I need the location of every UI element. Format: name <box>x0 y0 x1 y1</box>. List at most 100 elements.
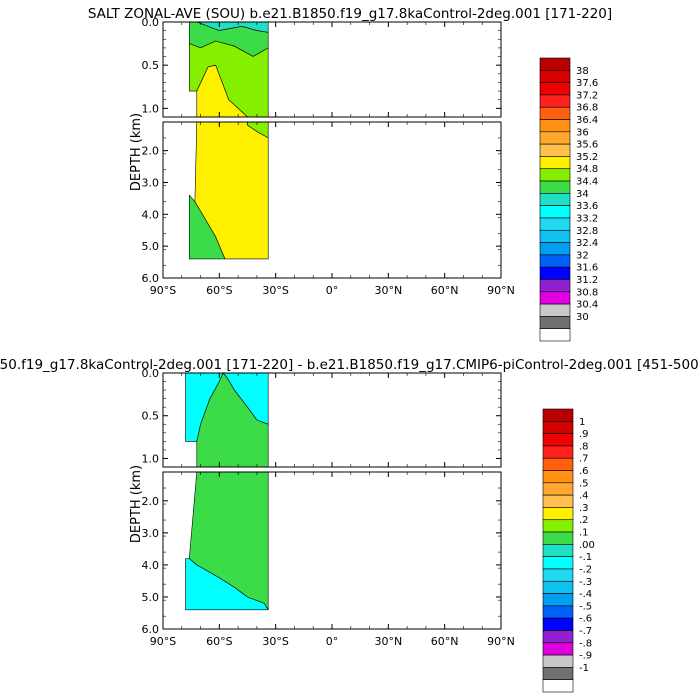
y-tick-label: 6.0 <box>142 272 160 285</box>
y-tick-label: 1.0 <box>142 452 160 465</box>
contour-fill-group <box>185 373 269 467</box>
colorbar-label: -.7 <box>579 626 592 637</box>
y-tick-label: 5.0 <box>142 240 160 253</box>
colorbar-label: -.5 <box>579 601 592 612</box>
colorbar-label: .8 <box>579 441 589 452</box>
colorbar-label: 1 <box>579 417 585 428</box>
colorbar-label: -.8 <box>579 638 592 649</box>
colorbar-label: 36.8 <box>576 103 598 114</box>
colorbar-box <box>539 254 571 268</box>
contour-fill-group <box>189 122 269 260</box>
x-tick-label: 30°S <box>262 635 288 648</box>
colorbar-box <box>542 679 574 693</box>
colorbar-box <box>542 457 574 471</box>
colorbar-box <box>539 82 571 96</box>
lower-panel: 2.0 3.0 4.0 5.0 6.090°S 60°S 30°S 0° 30°N 60°N 90°… <box>142 121 515 297</box>
colorbar-label: .3 <box>579 503 589 514</box>
colorbar-box <box>542 482 574 496</box>
colorbar-box <box>539 119 571 133</box>
colorbar-box <box>539 229 571 243</box>
colorbar-label: .00 <box>579 540 595 551</box>
x-tick-label: 30°N <box>374 284 402 297</box>
contour-region <box>196 373 269 467</box>
colorbar-label: 32.4 <box>576 238 598 249</box>
colorbar-label: 32 <box>576 250 589 261</box>
x-tick-label: 90°S <box>150 284 176 297</box>
contour-region <box>189 472 269 611</box>
colorbar-box <box>542 445 574 459</box>
colorbar-box <box>542 507 574 521</box>
colorbar-label: -.4 <box>579 589 592 600</box>
x-tick-label: 0° <box>326 284 339 297</box>
y-axis-label: DEPTH (km) <box>129 465 144 543</box>
colorbar: 3837.637.236.836.43635.635.234.834.43433… <box>539 57 598 342</box>
colorbar-box <box>539 180 571 194</box>
colorbar-box <box>542 630 574 644</box>
colorbar-label: 36 <box>576 127 589 138</box>
colorbar-box <box>539 217 571 231</box>
x-tick-label: 90°S <box>150 635 176 648</box>
colorbar-label: 30.8 <box>576 287 598 298</box>
colorbar-label: .5 <box>579 478 589 489</box>
x-tick-label: 60°S <box>206 284 232 297</box>
colorbar-box <box>539 205 571 219</box>
colorbar-label: 31.2 <box>576 275 598 286</box>
colorbar-box <box>539 193 571 206</box>
x-tick-label: 0° <box>326 635 339 648</box>
colorbar-label: .4 <box>579 491 589 502</box>
x-tick-label: 60°S <box>206 635 232 648</box>
colorbar-box <box>542 470 574 484</box>
colorbar-box <box>539 57 571 71</box>
colorbar-box <box>539 328 571 342</box>
y-tick-label: 2.0 <box>142 145 160 158</box>
colorbar-label: .6 <box>579 466 589 477</box>
colorbar-label: .9 <box>579 429 589 440</box>
colorbar-label: 30 <box>576 312 589 323</box>
colorbar-box <box>542 593 574 607</box>
colorbar-box <box>539 316 571 329</box>
colorbar-label: 32.8 <box>576 226 598 237</box>
y-tick-label: 0.5 <box>142 59 160 72</box>
y-tick-label: 1.0 <box>142 102 160 115</box>
colorbar-label: .1 <box>579 528 589 539</box>
x-tick-label: 90°N <box>487 635 515 648</box>
colorbar-box <box>542 531 574 545</box>
colorbar-box <box>542 580 574 594</box>
colorbar-label: 37.2 <box>576 90 598 101</box>
colorbar-label: -1 <box>579 663 589 674</box>
contour-fill-group <box>185 472 269 611</box>
colorbar-box <box>539 291 571 305</box>
colorbar-box <box>539 168 571 182</box>
colorbar-label: 36.4 <box>576 115 598 126</box>
colorbar-label: 33.2 <box>576 213 598 224</box>
upper-panel: 0.0 0.5 1.0 <box>142 367 502 468</box>
colorbar-label: 31.6 <box>576 263 598 274</box>
colorbar-box <box>542 667 574 680</box>
colorbar-label: 35.6 <box>576 140 598 151</box>
colorbar: 1.9.8 .7.6.5 .4.3.2 .1.00-.1-.2 -.3-.4-.5 -.6… <box>542 408 595 693</box>
colorbar-box <box>539 266 571 280</box>
y-tick-label: 3.0 <box>142 527 160 540</box>
colorbar-label: 34 <box>576 189 589 200</box>
colorbar-box <box>539 70 571 83</box>
colorbar-label: -.6 <box>579 614 592 625</box>
colorbar-box <box>542 433 574 447</box>
chart-title: SALT ZONAL-AVE (SOU) b.e21.B1850.f19_g17… <box>88 6 612 22</box>
y-axis-label: DEPTH (km) <box>129 113 144 191</box>
contour-region <box>194 122 269 260</box>
chart-title: .1.B1850.f19_g17.8kaControl-2deg.001 [17… <box>0 357 700 373</box>
y-tick-label: 6.0 <box>142 623 160 636</box>
y-tick-label: 4.0 <box>142 559 160 572</box>
colorbar-box <box>539 143 571 157</box>
y-tick-label: 4.0 <box>142 208 160 221</box>
colorbar-box <box>539 106 571 120</box>
colorbar-box <box>542 642 574 656</box>
x-tick-label: 90°N <box>487 284 515 297</box>
x-tick-label: 60°N <box>431 635 459 648</box>
colorbar-box <box>539 303 571 317</box>
x-tick-label: 60°N <box>431 284 459 297</box>
colorbar-box <box>542 421 574 434</box>
y-tick-label: 0.0 <box>142 16 160 29</box>
colorbar-box <box>542 654 574 668</box>
colorbar-box <box>539 131 571 145</box>
